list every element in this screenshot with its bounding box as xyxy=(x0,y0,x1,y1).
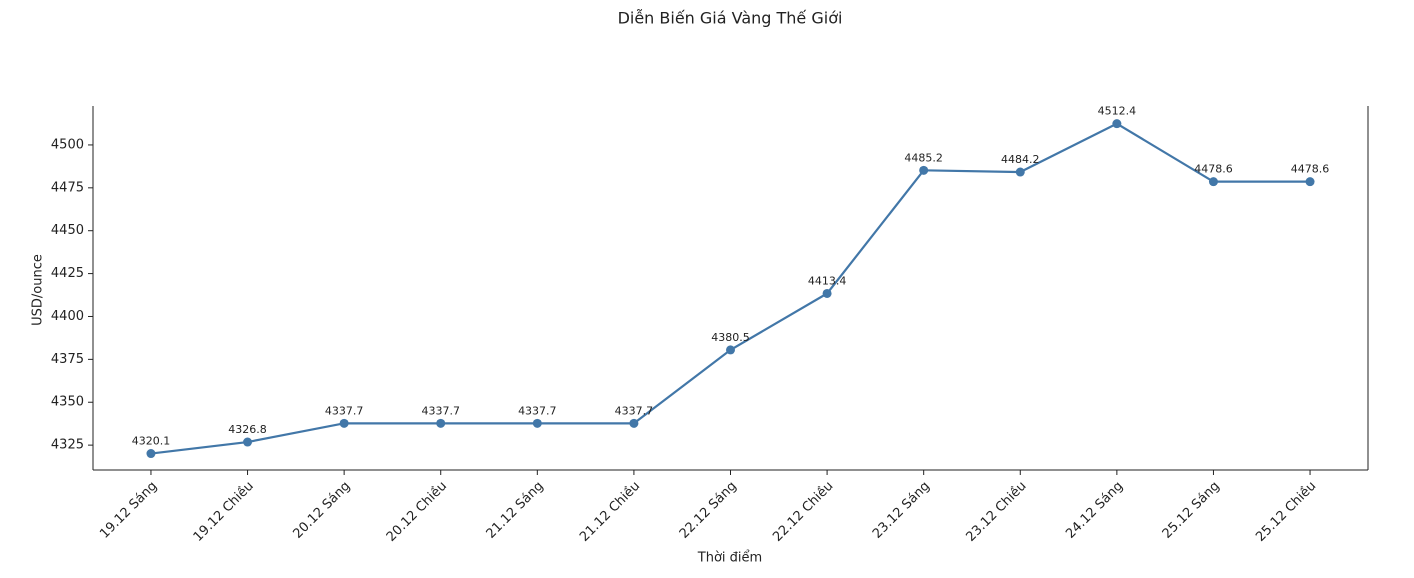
x-tick-label: 21.12 Sáng xyxy=(484,479,547,542)
point xyxy=(726,345,735,355)
value-label: 4326.8 xyxy=(228,423,267,436)
value-label: 4320.1 xyxy=(132,435,171,448)
x-tick-label: 20.12 Sáng xyxy=(290,479,353,542)
chart-title: Diễn Biến Giá Vàng Thế Giới xyxy=(618,9,843,28)
point xyxy=(436,418,446,428)
y-tick-label: 4475 xyxy=(51,180,84,195)
x-tick-label: 25.12 Sáng xyxy=(1160,479,1223,542)
value-label: 4512.4 xyxy=(1098,105,1137,118)
value-label: 4485.2 xyxy=(904,151,943,164)
y-tick-label: 4325 xyxy=(51,438,84,453)
y-tick-label: 4375 xyxy=(51,352,84,367)
point xyxy=(146,449,156,459)
x-tick-label: 20.12 Chiều xyxy=(384,479,450,545)
y-tick-label: 4500 xyxy=(51,137,84,152)
point xyxy=(532,418,542,428)
value-label: 4337.7 xyxy=(615,404,654,417)
x-tick-label: 22.12 Chiều xyxy=(770,479,836,545)
point xyxy=(243,437,253,447)
point xyxy=(1112,119,1122,129)
point xyxy=(629,418,639,428)
value-label: 4478.6 xyxy=(1194,163,1233,176)
y-tick-label: 4350 xyxy=(51,395,84,410)
y-tick-label: 4450 xyxy=(51,223,84,238)
y-tick-label: 4400 xyxy=(51,309,84,324)
value-label: 4484.2 xyxy=(1001,153,1040,166)
y-tick-label: 4425 xyxy=(51,266,84,281)
point xyxy=(1015,167,1025,177)
point xyxy=(1208,177,1218,187)
point xyxy=(822,288,832,298)
point xyxy=(1305,177,1315,187)
x-tick-label: 19.12 Sáng xyxy=(97,479,160,542)
x-tick-label: 22.12 Sáng xyxy=(677,479,740,542)
value-label: 4337.7 xyxy=(518,404,557,417)
point xyxy=(919,165,929,175)
value-label: 4337.7 xyxy=(325,404,364,417)
y-axis-label: USD/ounce xyxy=(31,254,46,326)
x-axis-label: Thời điểm xyxy=(697,551,762,566)
x-tick-label: 25.12 Chiều xyxy=(1253,479,1319,545)
x-tick-label: 24.12 Sáng xyxy=(1063,479,1126,542)
value-label: 4478.6 xyxy=(1291,163,1330,176)
x-tick-label: 19.12 Chiều xyxy=(191,479,257,545)
x-tick-label: 21.12 Chiều xyxy=(577,479,643,545)
value-label: 4380.5 xyxy=(711,331,750,344)
x-tick-label: 23.12 Sáng xyxy=(870,479,933,542)
value-label: 4413.4 xyxy=(808,274,847,287)
value-label: 4337.7 xyxy=(421,404,460,417)
point xyxy=(339,418,349,428)
x-tick-label: 23.12 Chiều xyxy=(963,479,1029,545)
